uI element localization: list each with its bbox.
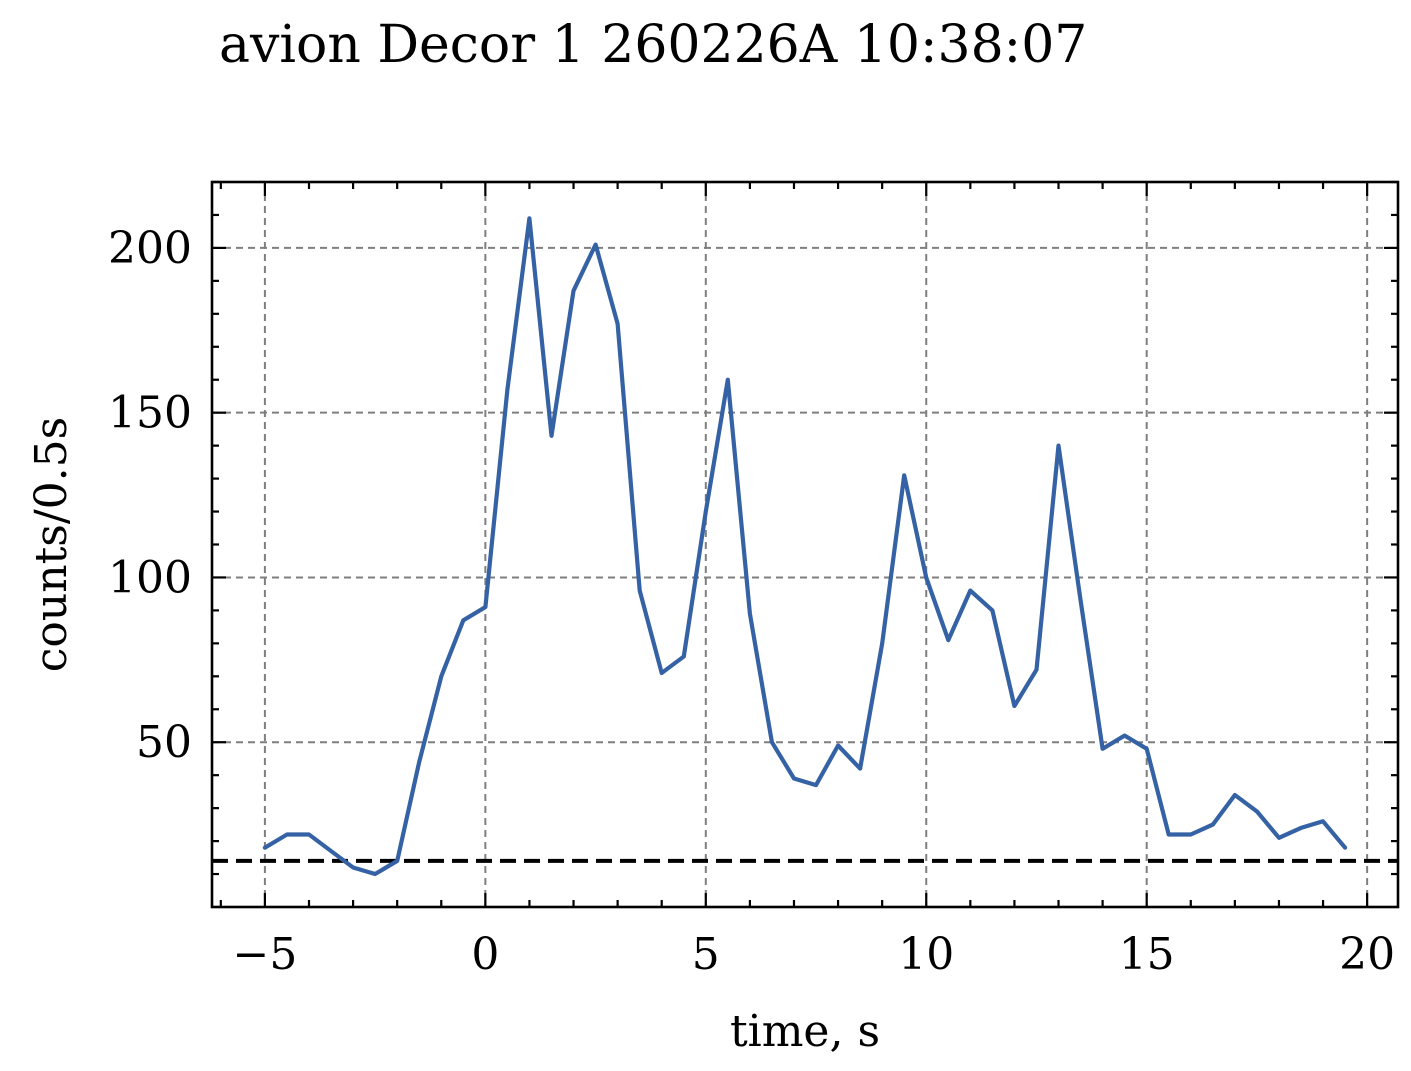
x-tick-label: 15 [1119,929,1175,980]
y-tick-label: 150 [108,388,192,439]
y-tick-label: 100 [108,552,192,603]
y-tick-label: 50 [136,717,192,768]
y-tick-labels: 50 100 150 200 [108,223,192,768]
chart-title: avion Decor 1 260226A 10:38:07 [219,15,1087,75]
light-curve-line [262,216,1348,877]
x-tick-label: 20 [1339,929,1395,980]
y-axis-label: counts/0.5s [26,417,77,672]
x-tick-label: 0 [471,929,499,980]
x-tick-label: 10 [898,929,954,980]
x-tick-label: 5 [692,929,720,980]
series-layer [262,216,1348,877]
x-tick-labels: −5 0 5 10 15 20 [232,929,1395,980]
x-tick-label: −5 [232,929,297,980]
axis-ticks [212,180,1398,907]
x-axis-label: time, s [730,1006,880,1057]
grid [212,182,1398,907]
plot-frame [210,180,1400,909]
y-tick-label: 200 [108,223,192,274]
